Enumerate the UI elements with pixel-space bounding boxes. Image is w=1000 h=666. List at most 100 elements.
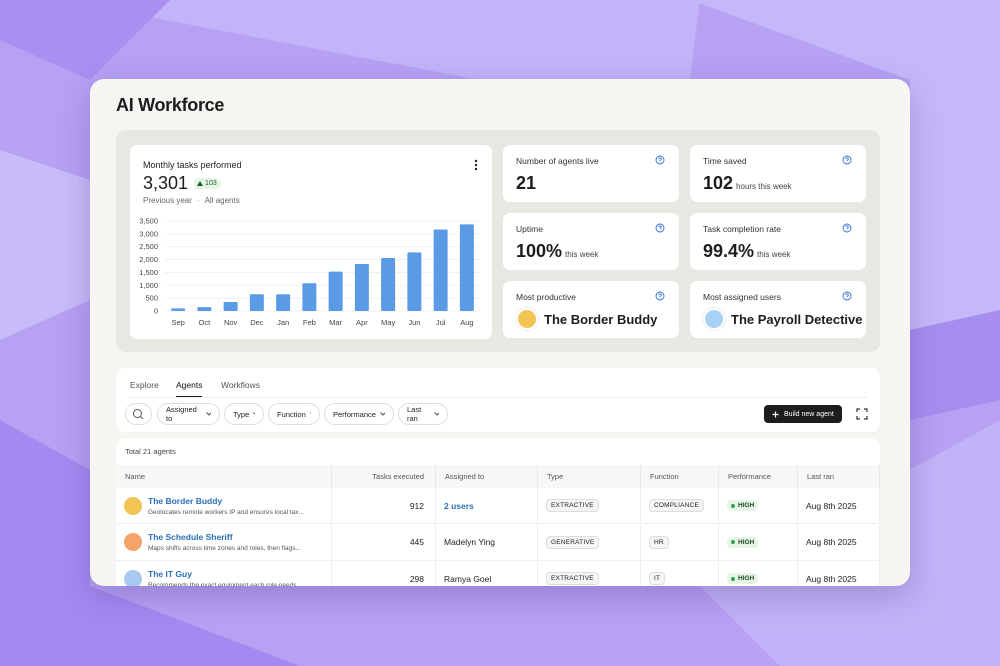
bar [276, 294, 291, 311]
tag: IT [649, 572, 666, 585]
help-icon[interactable] [655, 223, 665, 233]
stat-card: Most productive The Border Buddy [503, 281, 679, 338]
bar [171, 308, 186, 311]
table-cell: GENERATIVE [538, 524, 641, 561]
table-cell: Ramya Goel [436, 561, 538, 586]
x-tick-label: Mar [329, 318, 342, 327]
help-icon[interactable] [655, 291, 665, 301]
avatar [516, 308, 538, 330]
chevron [309, 412, 311, 414]
assigned[interactable]: 2 users [444, 500, 474, 511]
performance-badge: HIGH [727, 573, 759, 584]
total-value: 3,301 [143, 173, 189, 193]
help-mark [658, 293, 662, 299]
filter-label: Last ran [407, 405, 422, 423]
table-cell: 912 [332, 488, 436, 524]
column-header: Function [641, 465, 719, 488]
y-tick-label: 500 [145, 294, 158, 303]
overview-panel: Monthly tasks performed 3,301 103 Previo… [116, 130, 880, 352]
stat-unit: this week [757, 250, 791, 259]
agent-row: The Payroll Detective [703, 308, 863, 330]
change-value: 103 [205, 180, 217, 187]
x-tick-label: Apr [356, 318, 368, 327]
toolbar: Build new agent Explore Agents Workflows As… [116, 368, 880, 432]
column-label: Function [650, 472, 679, 481]
stat-label: Time saved [703, 156, 747, 166]
help-circle [655, 223, 665, 233]
bar [407, 252, 422, 311]
x-tick-label: Oct [199, 318, 212, 327]
stat-card: Time saved 102 hours this week [690, 145, 866, 202]
y-tick-label: 1,000 [139, 281, 158, 290]
agents-table: Total 21 agents Name Tasks executed Assign… [116, 438, 880, 586]
performance-label: HIGH [738, 538, 755, 546]
filter-button[interactable]: Last ran [398, 403, 448, 425]
app-window: AI Workforce Monthly tasks performed 3,3… [90, 79, 910, 586]
search-button[interactable] [125, 403, 152, 425]
status-dot [731, 503, 735, 508]
bar [197, 307, 212, 311]
chevron [253, 412, 255, 415]
separator: · [196, 196, 200, 205]
x-tick-label: May [381, 318, 395, 327]
column-label: Type [547, 472, 564, 481]
x-tick-label: Jan [277, 318, 289, 327]
column-label: Tasks executed [372, 472, 424, 481]
avatar [124, 569, 142, 586]
table-total: Total 21 agents [125, 447, 176, 456]
help-icon[interactable] [842, 155, 852, 165]
chevron [380, 412, 385, 416]
agent-name[interactable]: The IT Guy [148, 568, 192, 579]
help-mark [658, 225, 662, 231]
help-circle [842, 155, 852, 165]
bar [328, 271, 343, 311]
table-cell: HIGH [719, 561, 798, 586]
chevron-line [309, 412, 311, 414]
stat-label: Uptime [516, 224, 543, 234]
table-cell: Aug 8th 2025 [798, 524, 880, 561]
y-tick-label: 3,500 [139, 217, 158, 226]
filter-button[interactable]: Performance [324, 403, 394, 425]
stat-value-row: 102 hours this week [703, 173, 792, 194]
x-tick-label: Feb [303, 318, 316, 327]
help-circle [842, 291, 852, 301]
agent-name[interactable]: The Schedule Sheriff [148, 532, 233, 542]
help-mark [845, 157, 849, 163]
bar [302, 283, 317, 311]
help-icon[interactable] [655, 155, 665, 165]
help-mark [658, 157, 662, 163]
chart-card: Monthly tasks performed 3,301 103 Previo… [130, 145, 492, 339]
stat-card: Task completion rate 99.4% this week [690, 213, 866, 270]
help-icon[interactable] [842, 291, 852, 301]
help-circle [655, 155, 665, 165]
filter-button[interactable]: Function [268, 403, 320, 425]
tab[interactable]: Explore [130, 380, 159, 390]
column-header: Performance [719, 465, 798, 488]
filter-button[interactable]: Type [224, 403, 264, 425]
table-cell: HR [641, 524, 719, 561]
stat-value: 99.4% [703, 241, 755, 261]
column-header: Name [116, 465, 332, 488]
stat-value-row: 99.4% this week [703, 241, 790, 262]
agent-name[interactable]: The Border Buddy [148, 495, 223, 506]
help-circle [655, 291, 665, 301]
table-cell: The Schedule Sheriff Maps shifts across t… [116, 524, 332, 561]
tab[interactable]: Workflows [221, 380, 261, 390]
bar-chart: 0 500 1,000 1,500 2,000 2,500 3,000 3,500 Sep Oct… [139, 217, 480, 327]
bar [354, 263, 369, 311]
y-tick-label: 2,500 [139, 242, 158, 251]
filter-button[interactable]: Assigned to [157, 403, 220, 425]
help-icon[interactable] [842, 223, 852, 233]
name-block: The Border Buddy Geolocates remote worker… [148, 496, 304, 516]
menu-button[interactable] [474, 159, 478, 171]
tag: EXTRACTIVE [546, 499, 599, 512]
up-arrow [197, 181, 204, 186]
chart-subtitle: Previous year · All agents [143, 196, 240, 205]
y-tick-label: 0 [154, 307, 158, 316]
x-tick-label: Aug [460, 318, 473, 327]
build-button[interactable]: Build new agent [764, 405, 842, 423]
fullscreen-button[interactable] [856, 408, 868, 420]
tab[interactable]: Agents [176, 380, 203, 397]
y-tick-label: 2,000 [139, 255, 158, 264]
